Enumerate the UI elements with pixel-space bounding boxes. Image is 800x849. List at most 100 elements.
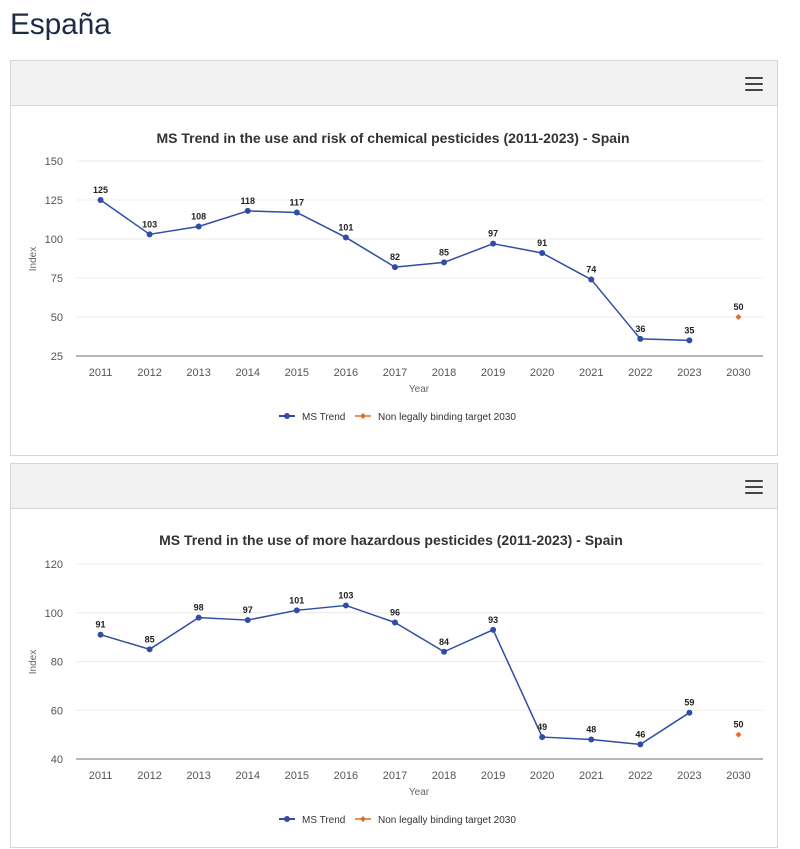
ms-trend-point [637,335,644,342]
ms-trend-point [686,337,693,344]
legend-target-marker [360,413,366,419]
chart-card-risk: MS Trend in the use and risk of chemical… [10,60,778,456]
ms-trend-data-label: 97 [488,229,498,239]
x-tick-label: 2022 [628,367,652,379]
x-tick-label: 2013 [186,367,210,379]
legend-target-label: Non legally binding target 2030 [378,815,516,826]
y-tick-label: 125 [45,195,63,207]
ms-trend-data-label: 82 [390,252,400,262]
x-tick-label: 2030 [726,770,750,782]
ms-trend-data-label: 48 [586,725,596,735]
ms-trend-point [539,250,546,257]
series-points-layer [97,602,742,748]
ms-trend-data-label: 96 [390,608,400,618]
ms-trend-point [146,231,153,238]
x-tick-label: 2021 [579,367,603,379]
x-tick-label: 2015 [285,367,309,379]
ms-trend-point [539,734,546,741]
x-tick-label: 2015 [285,770,309,782]
y-tick-label: 100 [45,608,63,620]
x-tick-label: 2013 [186,770,210,782]
ms-trend-point [490,240,497,247]
ms-trend-point [244,207,251,214]
ms-trend-data-label: 36 [635,324,645,334]
ms-trend-point [441,648,448,655]
page-title: España [10,8,111,41]
ms-trend-data-label: 101 [289,595,304,605]
series-line-layer [99,199,691,342]
target-point [735,731,742,738]
grid-lines [76,160,763,318]
y-tick-label: 40 [51,754,63,766]
ms-trend-point [244,617,251,624]
ms-trend-data-label: 98 [194,603,204,613]
target-data-label: 50 [733,302,743,312]
menu-icon [745,480,763,482]
chart-card-header [11,61,777,106]
x-tick-label: 2018 [432,770,456,782]
ms-trend-point [391,619,398,626]
x-axis-title: Year [409,384,430,395]
chart-menu-button[interactable] [743,73,765,95]
x-axis-labels: 2011 2012 2013 2014 2015 2016 2017 2018 2019 2020… [89,770,751,782]
x-tick-label: 2030 [726,367,750,379]
ms-trend-point [342,234,349,241]
y-tick-label: 60 [51,705,63,717]
chart-title: MS Trend in the use and risk of chemical… [156,130,629,146]
y-tick-label: 80 [51,657,63,669]
ms-trend-point [195,614,202,621]
x-tick-label: 2014 [236,367,260,379]
y-axis-labels: 40 60 80 100 120 [45,559,63,766]
x-tick-label: 2012 [137,770,161,782]
ms-trend-data-label: 49 [537,722,547,732]
y-axis-title: Index [28,650,39,674]
ms-trend-point [146,646,153,653]
x-tick-label: 2017 [383,770,407,782]
ms-trend-point [686,709,693,716]
x-tick-label: 2023 [677,367,701,379]
legend-target-label: Non legally binding target 2030 [378,412,516,423]
ms-trend-data-label: 59 [684,698,694,708]
ms-trend-data-label: 125 [93,185,108,195]
chart-menu-button[interactable] [743,476,765,498]
target-point [735,314,742,320]
menu-icon [745,486,763,488]
menu-icon [745,77,763,79]
series-line-layer [99,604,691,746]
ms-trend-point [490,626,497,633]
ms-trend-point [195,223,202,230]
y-tick-label: 25 [51,351,63,363]
ms-trend-point [97,631,104,638]
ms-trend-data-label: 103 [142,219,157,229]
ms-trend-line [99,604,691,746]
ms-trend-data-label: 117 [290,197,305,207]
y-tick-label: 100 [45,234,63,246]
chart-card-header [11,464,777,509]
legend-ms-trend-label: MS Trend [302,412,345,423]
ms-trend-data-label: 74 [586,265,596,275]
ms-trend-data-label: 46 [635,729,645,739]
series-points-layer [97,197,742,344]
legend-ms-trend-label: MS Trend [302,815,345,826]
legend: MS Trend Non legally binding target 2030 [279,412,516,423]
target-data-label: 50 [733,720,743,730]
x-tick-label: 2011 [89,770,113,782]
chart-risk-svg: MS Trend in the use and risk of chemical… [28,130,763,423]
menu-icon [745,89,763,91]
ms-trend-point [391,264,398,271]
x-tick-label: 2022 [628,770,652,782]
x-tick-label: 2019 [481,367,505,379]
ms-trend-data-label: 93 [488,615,498,625]
chart-card-hazardous: MS Trend in the use of more hazardous pe… [10,463,778,848]
legend-ms-trend-marker [284,816,290,822]
y-axis-labels: 25 50 75 100 125 150 [45,156,63,363]
legend-target-marker [360,816,366,822]
data-labels-layer: 125 103 108 118 117 101 82 85 97 91 74 36 35 50 [93,185,743,335]
y-tick-label: 150 [45,156,63,168]
ms-trend-data-label: 84 [439,637,449,647]
x-tick-label: 2019 [481,770,505,782]
x-tick-label: 2016 [334,770,358,782]
ms-trend-point [293,209,300,216]
x-tick-label: 2016 [334,367,358,379]
x-tick-label: 2020 [530,367,554,379]
